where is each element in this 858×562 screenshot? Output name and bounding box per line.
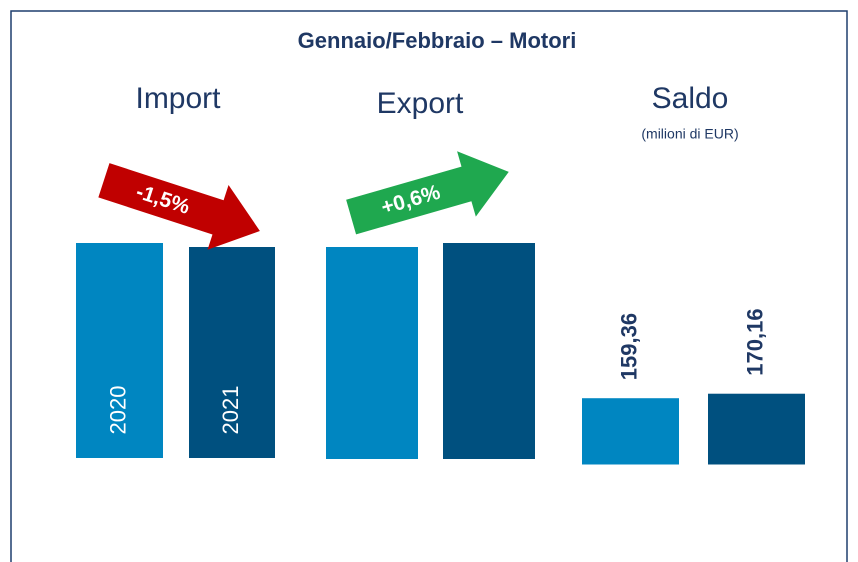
arrow-shape (98, 163, 260, 250)
bar (326, 247, 418, 459)
value-label: 159,36 (616, 313, 641, 380)
bar (582, 398, 679, 465)
bar (443, 243, 535, 459)
group-label: Export (377, 87, 464, 120)
group-subtitle: (milioni di EUR) (641, 126, 738, 142)
chart-title: Gennaio/Febbraio – Motori (298, 28, 577, 53)
group-label: Import (135, 82, 221, 115)
arrow-shape (346, 151, 509, 235)
year-label: 2020 (105, 386, 130, 435)
value-label: 170,16 (742, 308, 767, 375)
bar (708, 393, 805, 465)
year-label: 2021 (218, 386, 243, 435)
bar (189, 247, 275, 458)
bar (76, 243, 163, 458)
group-label: Saldo (652, 82, 729, 115)
